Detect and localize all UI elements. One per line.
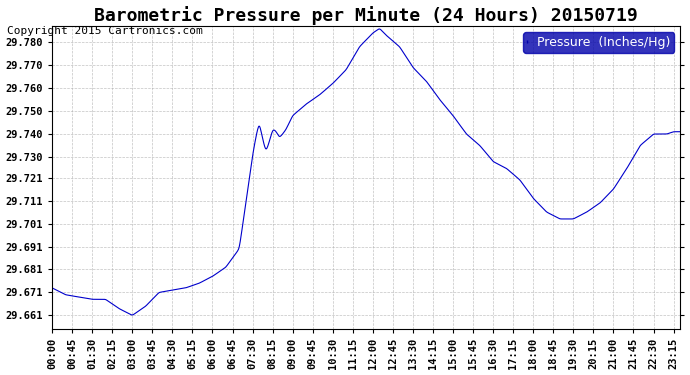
Legend: Pressure  (Inches/Hg): Pressure (Inches/Hg) <box>523 32 674 53</box>
Title: Barometric Pressure per Minute (24 Hours) 20150719: Barometric Pressure per Minute (24 Hours… <box>95 6 638 24</box>
Text: Copyright 2015 Cartronics.com: Copyright 2015 Cartronics.com <box>7 26 203 36</box>
